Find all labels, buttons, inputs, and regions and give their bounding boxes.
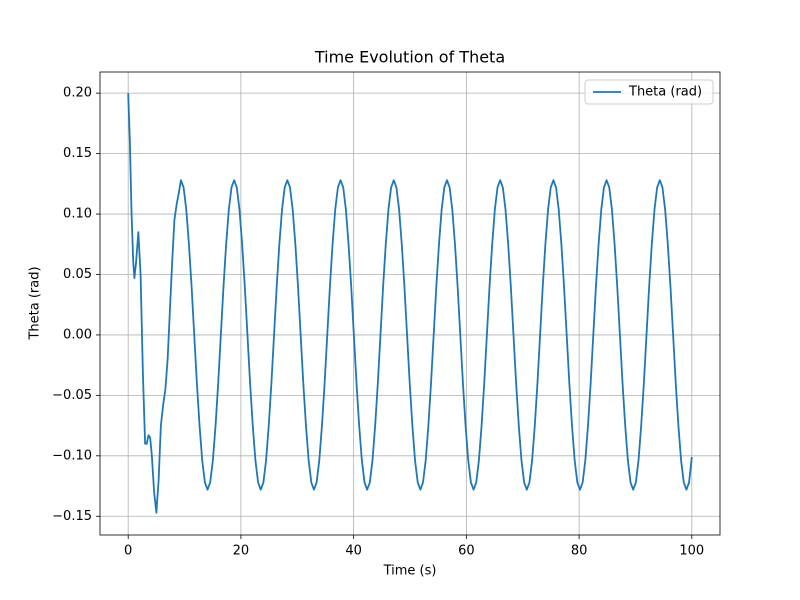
- x-tick-label: 0: [124, 544, 132, 559]
- x-tick-label: 20: [233, 544, 250, 559]
- y-tick-label: −0.15: [52, 509, 92, 524]
- y-tick-label: −0.10: [52, 448, 92, 463]
- legend-box: [584, 79, 714, 105]
- plot-frame: [99, 71, 721, 536]
- data-line: [127, 93, 693, 514]
- x-tick-label: 80: [571, 544, 588, 559]
- y-axis-label: Theta (rad): [28, 266, 43, 340]
- chart-title: Time Evolution of Theta: [314, 48, 505, 67]
- x-tick-label: 100: [679, 544, 704, 559]
- legend-label: Theta (rad): [628, 85, 702, 100]
- x-axis-label: Time (s): [383, 564, 437, 579]
- y-tick-label: 0.00: [63, 327, 92, 342]
- y-tick-label: 0.10: [63, 207, 92, 222]
- y-tick-label: −0.05: [52, 388, 92, 403]
- y-tick-label: 0.05: [63, 267, 92, 282]
- y-tick-label: 0.15: [63, 146, 92, 161]
- y-tick-label: 0.20: [63, 86, 92, 101]
- x-tick-label: 60: [458, 544, 475, 559]
- x-tick-label: 40: [345, 544, 362, 559]
